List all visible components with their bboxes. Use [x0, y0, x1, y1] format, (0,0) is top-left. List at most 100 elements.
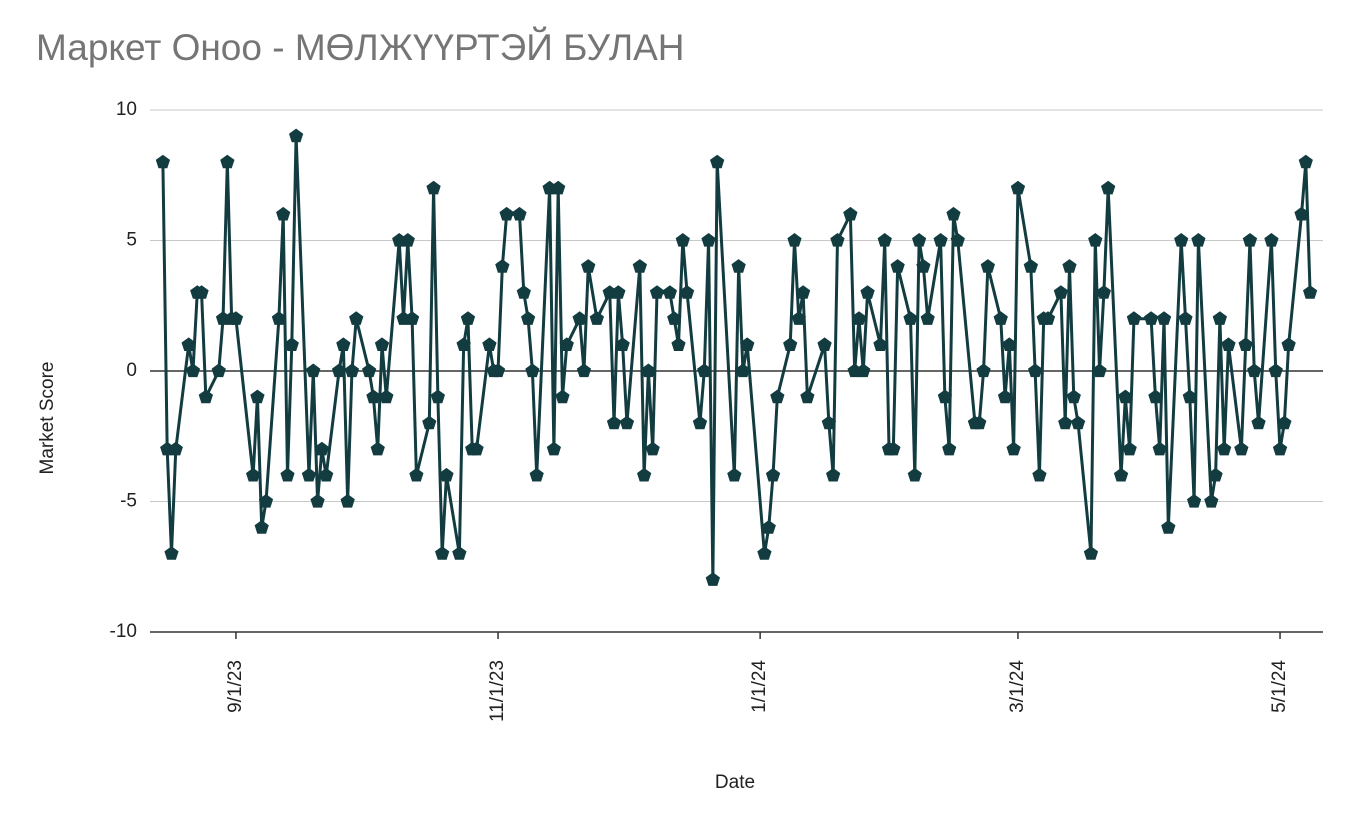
data-point [1264, 233, 1279, 247]
data-point [1303, 285, 1318, 299]
data-point [460, 311, 476, 325]
data-point [1122, 441, 1137, 456]
data-point [649, 285, 665, 299]
data-point [972, 415, 987, 430]
data-point [1294, 206, 1309, 221]
data-point [310, 494, 325, 508]
data-point [546, 441, 561, 456]
data-point [692, 415, 708, 430]
data-point [1298, 154, 1313, 169]
data-point [211, 363, 226, 378]
data-point [301, 467, 317, 482]
data-point [667, 311, 682, 325]
data-point [1152, 441, 1167, 456]
data-point [920, 311, 935, 325]
data-point [1217, 441, 1232, 456]
data-point [1204, 494, 1219, 508]
data-point [452, 546, 467, 560]
data-point [405, 311, 420, 325]
y-tick-label: 5 [126, 230, 137, 251]
data-point [1148, 389, 1163, 404]
data-point [246, 467, 261, 482]
data-point [1118, 389, 1133, 404]
data-point [783, 337, 798, 351]
data-point [1113, 467, 1129, 482]
data-point [181, 337, 196, 351]
data-point [980, 259, 995, 273]
data-point [490, 363, 506, 378]
chart-title: Маркет Оноо - МӨЛЖҮҮРТЭЙ БУЛАН [36, 26, 685, 68]
data-point [606, 415, 622, 430]
data-point [374, 337, 390, 351]
data-point [1002, 337, 1017, 351]
y-tick-label: 10 [116, 99, 137, 120]
data-point [525, 363, 540, 378]
data-point [1156, 311, 1172, 325]
data-point [250, 389, 265, 404]
data-point [1208, 467, 1223, 482]
data-point [1187, 494, 1202, 508]
data-point [632, 259, 647, 273]
data-point [821, 415, 836, 430]
data-point [1238, 337, 1253, 351]
data-point [671, 337, 686, 351]
data-point [319, 467, 334, 482]
x-axis-title: Date [715, 772, 755, 793]
data-point [942, 441, 957, 456]
data-point [306, 363, 321, 378]
data-point [843, 206, 858, 221]
data-point [521, 311, 536, 325]
data-point [362, 363, 377, 378]
y-axis-title: Market Score [37, 362, 58, 475]
data-point [529, 467, 544, 482]
data-point [271, 311, 286, 325]
data-point [662, 285, 677, 299]
data-point [581, 259, 596, 273]
data-point [1251, 415, 1266, 430]
data-point [576, 363, 592, 378]
data-point [1221, 337, 1236, 351]
data-point [826, 467, 841, 482]
data-point [710, 154, 725, 169]
data-point [1178, 311, 1193, 325]
data-point [370, 441, 385, 456]
x-tick-label: 9/1/23 [225, 660, 246, 713]
data-point [422, 415, 437, 430]
data-point [164, 546, 179, 560]
data-point [258, 494, 274, 508]
data-point [1088, 233, 1103, 247]
data-point [1272, 441, 1288, 456]
data-point [740, 337, 755, 351]
data-point [366, 389, 381, 404]
data-point [1083, 546, 1099, 560]
data-point [499, 206, 514, 221]
x-tick-label: 11/1/23 [487, 660, 508, 722]
data-point [572, 311, 587, 325]
data-point [912, 233, 927, 247]
data-point [284, 337, 299, 351]
data-point [1023, 259, 1038, 273]
data-point [456, 337, 471, 351]
data-point [409, 467, 424, 482]
data-point [787, 233, 802, 247]
data-point [1092, 363, 1107, 378]
data-point [817, 337, 832, 351]
data-point [933, 233, 948, 247]
data-point [796, 285, 811, 299]
data-point [228, 311, 244, 325]
data-point [1066, 389, 1081, 404]
data-point [830, 233, 845, 247]
data-point [426, 180, 441, 195]
data-point [791, 311, 806, 325]
data-point [1053, 285, 1068, 299]
data-point [1161, 520, 1176, 534]
data-point [589, 311, 604, 325]
data-point [1071, 415, 1086, 430]
data-point [637, 467, 652, 482]
data-point [851, 311, 867, 325]
data-point [220, 154, 235, 169]
data-point [1101, 180, 1116, 195]
data-point [1247, 363, 1262, 378]
data-point [705, 572, 720, 586]
